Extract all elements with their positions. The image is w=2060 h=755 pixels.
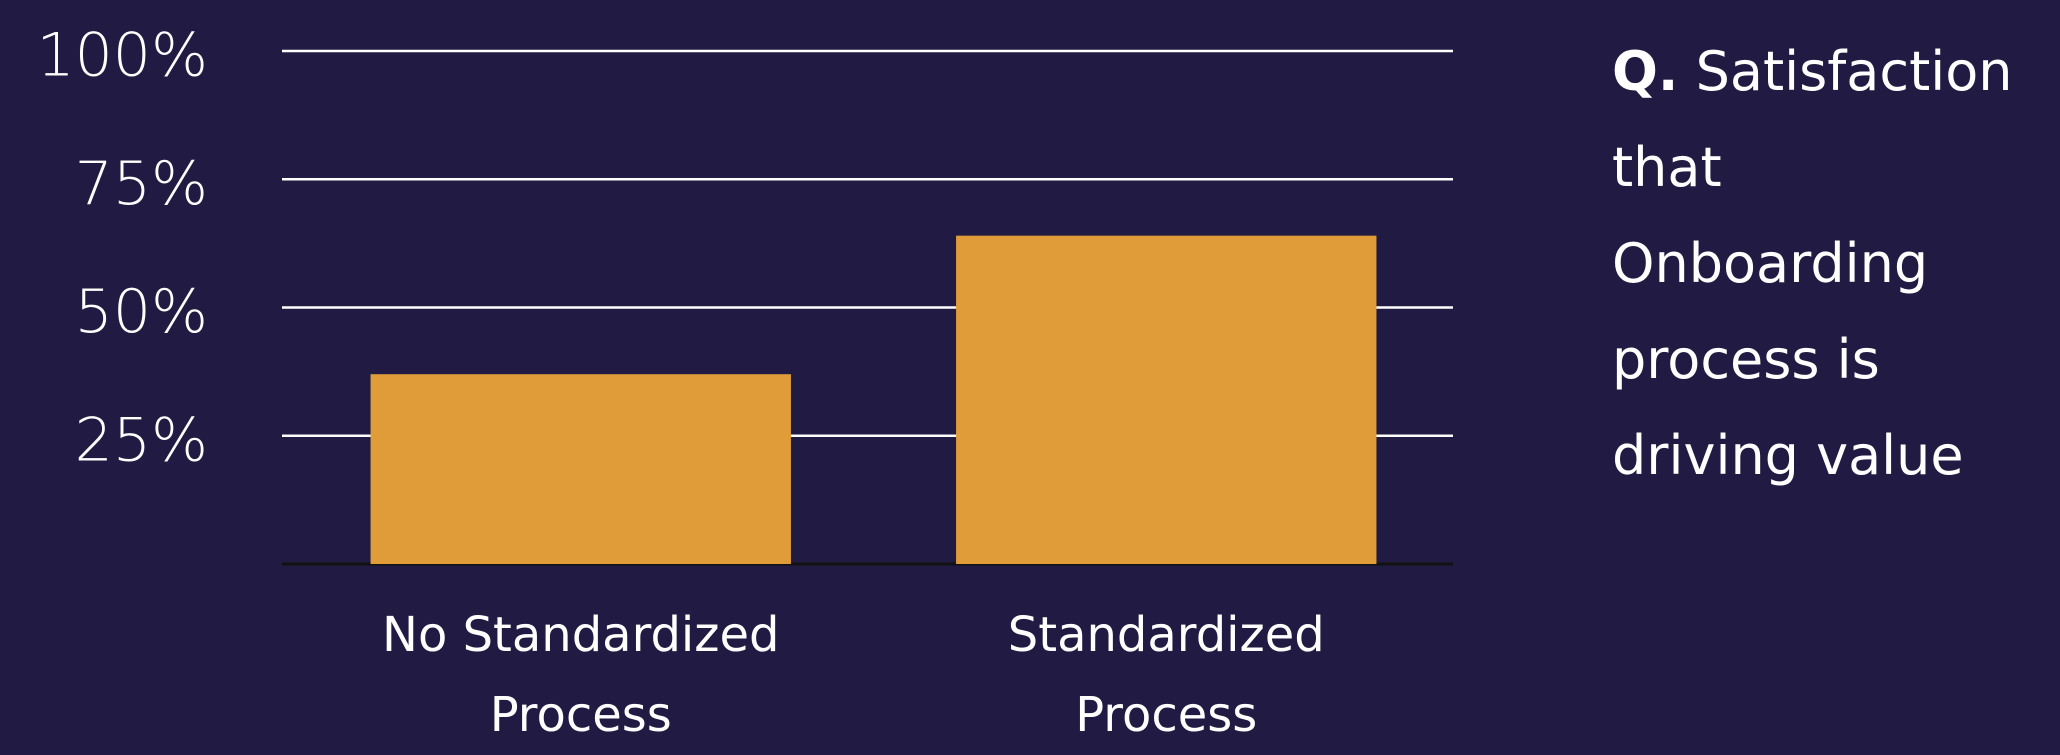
y-tick-label: 25% <box>75 405 208 475</box>
chart: 25% 50% 75% 100% <box>36 21 1453 566</box>
question-label: Q. <box>1612 40 1679 103</box>
y-tick-label: 100% <box>36 21 208 91</box>
chart-title: Satisfaction that Onboarding process is … <box>1612 40 2013 487</box>
y-tick-label: 75% <box>75 149 208 219</box>
y-tick-label: 50% <box>75 277 208 347</box>
x-tick-label: No Standardized Process <box>382 607 780 743</box>
chart-title-block: Q. Satisfaction that Onboarding process … <box>1612 24 2052 504</box>
bar <box>370 374 791 564</box>
x-tick-label: Standardized Process <box>1007 607 1325 743</box>
page: 25% 50% 75% 100% Q. Satisfaction that Onboa… <box>36 20 2052 743</box>
bar <box>956 235 1377 564</box>
